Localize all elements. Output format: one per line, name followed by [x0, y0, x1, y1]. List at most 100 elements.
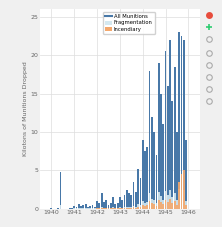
Bar — [59, 205, 61, 209]
Bar — [133, 182, 135, 209]
Bar — [89, 208, 91, 209]
Bar — [85, 208, 87, 209]
Bar — [171, 101, 173, 209]
Bar — [135, 192, 137, 209]
Bar — [133, 206, 135, 209]
Bar — [110, 208, 112, 209]
Bar — [75, 207, 77, 209]
Bar — [121, 200, 123, 209]
Bar — [171, 197, 173, 209]
Bar — [114, 204, 116, 209]
Bar — [155, 203, 157, 209]
Bar — [165, 51, 166, 209]
Bar — [57, 208, 59, 209]
Bar — [151, 117, 153, 209]
Bar — [137, 169, 139, 209]
Bar — [89, 206, 91, 209]
Bar — [78, 204, 80, 209]
Bar — [73, 206, 75, 209]
Bar — [151, 203, 153, 209]
Bar — [101, 193, 103, 209]
Bar — [153, 204, 155, 209]
Bar — [105, 208, 107, 209]
Bar — [139, 207, 141, 209]
Bar — [101, 207, 103, 209]
Bar — [171, 203, 173, 209]
Bar — [128, 208, 130, 209]
Bar — [155, 155, 157, 209]
Bar — [107, 205, 109, 209]
Bar — [153, 132, 155, 209]
Bar — [87, 207, 89, 209]
Bar — [153, 200, 155, 209]
Bar — [178, 189, 180, 209]
Bar — [130, 207, 132, 209]
Bar — [151, 199, 153, 209]
Bar — [149, 71, 151, 209]
Bar — [149, 201, 151, 209]
Bar — [80, 206, 82, 209]
Bar — [162, 200, 164, 209]
Bar — [94, 207, 96, 209]
Bar — [82, 208, 84, 209]
Bar — [183, 40, 185, 209]
Bar — [117, 203, 119, 209]
Bar — [169, 199, 171, 209]
Bar — [126, 208, 128, 209]
Bar — [110, 208, 112, 209]
Bar — [78, 208, 80, 209]
Bar — [139, 205, 141, 209]
Bar — [103, 208, 105, 209]
Bar — [178, 182, 180, 209]
Bar — [146, 202, 148, 209]
Bar — [160, 196, 162, 209]
Bar — [96, 208, 98, 209]
Bar — [142, 201, 144, 209]
Bar — [87, 208, 89, 209]
Bar — [105, 200, 107, 209]
Bar — [107, 208, 109, 209]
Bar — [144, 151, 146, 209]
Bar — [105, 208, 107, 209]
Bar — [59, 172, 61, 209]
Bar — [174, 201, 176, 209]
Bar — [98, 203, 100, 209]
Bar — [101, 208, 103, 209]
Bar — [176, 132, 178, 209]
Bar — [144, 206, 146, 209]
Bar — [181, 36, 182, 209]
Bar — [69, 208, 71, 209]
Bar — [183, 190, 185, 209]
Bar — [75, 208, 77, 209]
Bar — [114, 208, 116, 209]
Bar — [73, 208, 75, 209]
Bar — [162, 204, 164, 209]
Bar — [119, 197, 121, 209]
Bar — [158, 192, 160, 209]
Bar — [121, 208, 123, 209]
Bar — [160, 202, 162, 209]
Bar — [185, 201, 187, 209]
Bar — [96, 201, 98, 209]
Bar — [135, 207, 137, 209]
Bar — [169, 40, 171, 209]
Y-axis label: Kilotons of Munitions Dropped: Kilotons of Munitions Dropped — [23, 62, 28, 156]
Bar — [165, 191, 166, 209]
Bar — [128, 193, 130, 209]
Bar — [112, 208, 114, 209]
Bar — [181, 190, 182, 209]
Bar — [91, 205, 93, 209]
Bar — [103, 202, 105, 209]
Bar — [85, 204, 87, 209]
Bar — [130, 195, 132, 209]
Bar — [107, 208, 109, 209]
Bar — [103, 208, 105, 209]
Bar — [94, 208, 96, 209]
Bar — [50, 208, 52, 209]
Bar — [162, 124, 164, 209]
Bar — [123, 195, 125, 209]
Bar — [119, 207, 121, 209]
Bar — [183, 170, 185, 209]
Bar — [146, 205, 148, 209]
Bar — [123, 207, 125, 209]
